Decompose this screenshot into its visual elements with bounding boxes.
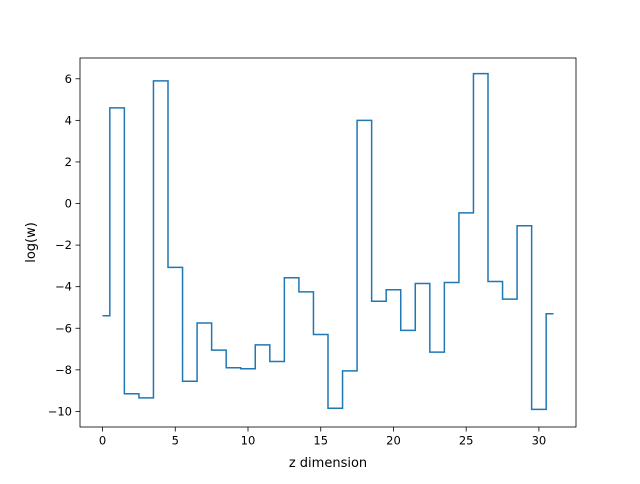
y-tick-label: 0 [65,197,72,211]
x-axis-label: z dimension [289,456,367,471]
x-tick-label: 25 [459,434,474,448]
x-tick-label: 5 [172,434,179,448]
y-tick-label: −2 [55,238,72,252]
y-axis-ticks: −10 −8 −6 −4 −2 0 2 4 6 [48,72,80,418]
x-tick-label: 30 [532,434,547,448]
x-tick-label: 0 [99,434,106,448]
series-line-0 [102,72,554,411]
y-axis-label: log(w) [24,222,39,263]
x-tick-label: 10 [241,434,256,448]
x-tick-label: 20 [386,434,401,448]
y-tick-label: −6 [55,321,72,335]
y-tick-label: −10 [48,404,72,418]
y-tick-label: 6 [65,72,72,86]
y-tick-label: −4 [55,280,72,294]
y-tick-label: 4 [65,113,72,127]
x-tick-label: 15 [313,434,328,448]
x-axis-ticks: 0 5 10 15 20 25 30 [99,427,546,448]
y-tick-label: −8 [55,363,72,377]
series-group [102,72,554,411]
plot-frame [79,57,577,428]
y-tick-label: 2 [65,155,72,169]
